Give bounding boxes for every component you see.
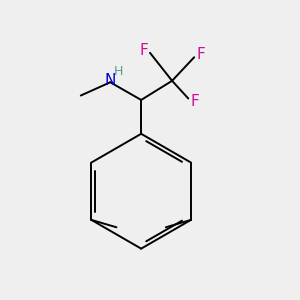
Text: F: F (139, 43, 148, 58)
Text: F: F (196, 47, 205, 62)
Text: F: F (190, 94, 199, 109)
Text: N: N (105, 73, 116, 88)
Text: H: H (114, 64, 123, 78)
